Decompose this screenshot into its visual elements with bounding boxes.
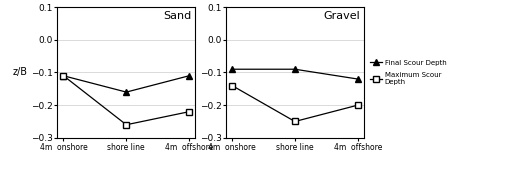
Y-axis label: z/B: z/B — [12, 67, 28, 78]
Legend: Final Scour Depth, Maximum Scour
Depth: Final Scour Depth, Maximum Scour Depth — [369, 59, 447, 86]
Text: Gravel: Gravel — [323, 11, 360, 21]
Text: Sand: Sand — [163, 11, 191, 21]
